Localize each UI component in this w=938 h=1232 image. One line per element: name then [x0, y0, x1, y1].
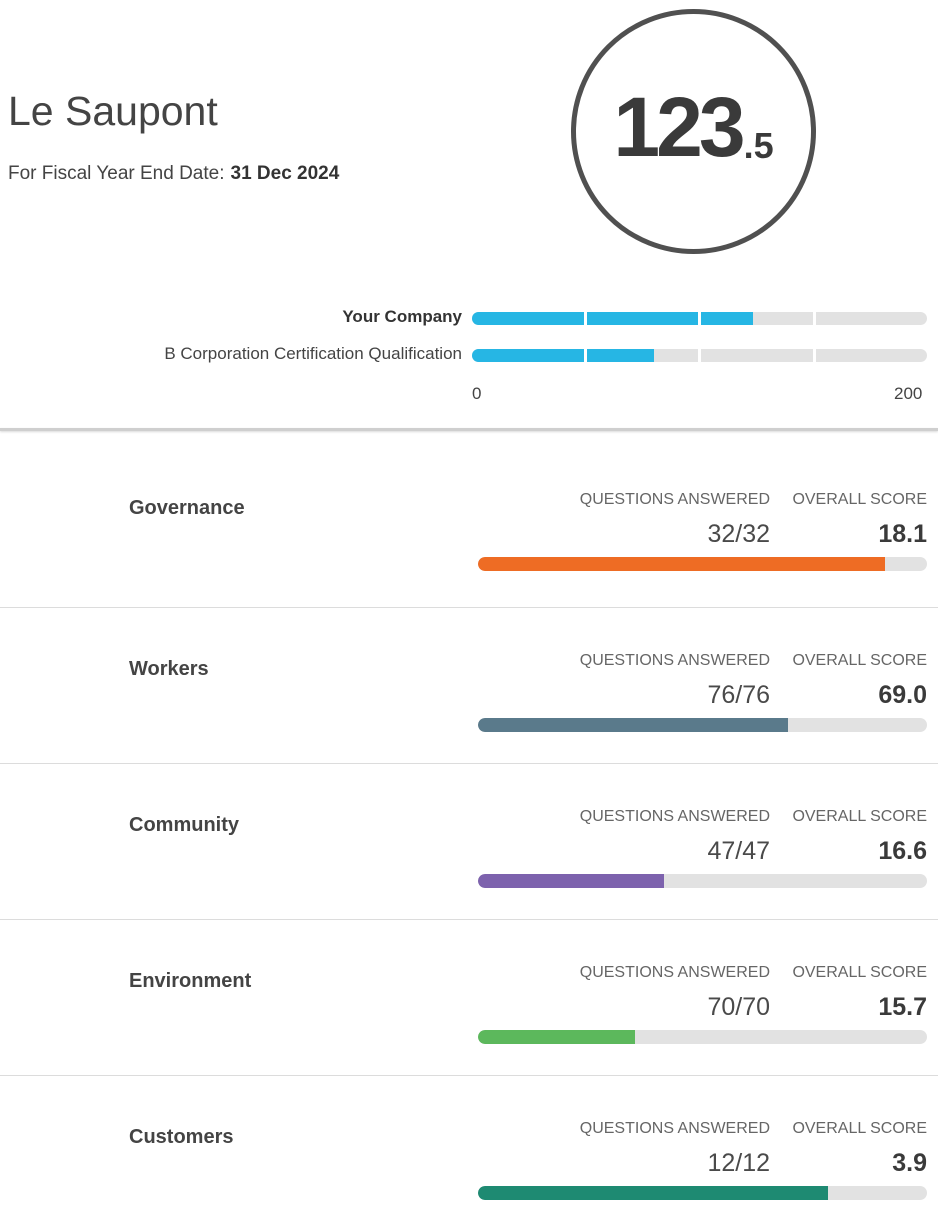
category-row-customers: Customers QUESTIONS ANSWERED OVERALL SCORE… — [0, 1075, 938, 1232]
company-name: Le Saupont — [8, 88, 218, 134]
category-row-governance: Governance QUESTIONS ANSWERED OVERALL SCOR… — [0, 447, 938, 603]
comparison-bar-divider — [584, 312, 587, 325]
comparison-row-company: Your Company — [0, 307, 938, 326]
overall-score-value: 3.9 — [892, 1149, 927, 1177]
questions-answered-value: 76/76 — [707, 681, 770, 709]
comparison-bar-divider — [698, 349, 701, 362]
comparison-bar-divider — [584, 349, 587, 362]
fiscal-year-label: For Fiscal Year End Date: — [8, 163, 225, 184]
overall-score-circle: 123.5 — [571, 9, 816, 254]
comparison-bar-divider — [813, 312, 816, 325]
overall-score-header: OVERALL SCORE — [792, 652, 927, 669]
fiscal-year-date: 31 Dec 2024 — [230, 163, 340, 184]
questions-answered-header: QUESTIONS ANSWERED — [579, 1120, 770, 1137]
overall-score-decimal: .5 — [743, 125, 774, 166]
comparison-row-certification: B Corporation Certification Qualificatio… — [0, 344, 938, 363]
axis-max-label: 200 — [894, 384, 923, 403]
category-name: Customers — [129, 1126, 234, 1148]
questions-answered-value: 70/70 — [707, 993, 770, 1021]
category-progress-bar — [478, 874, 927, 888]
category-row-environment: Environment QUESTIONS ANSWERED OVERALL SCO… — [0, 919, 938, 1076]
axis-min-label: 0 — [472, 384, 482, 403]
questions-answered-header: QUESTIONS ANSWERED — [579, 808, 770, 825]
questions-answered-header: QUESTIONS ANSWERED — [579, 652, 770, 669]
comparison-bar-fill — [472, 312, 753, 325]
category-progress-bar — [478, 718, 927, 732]
overall-score-value: 18.1 — [878, 520, 927, 548]
category-progress-fill — [478, 1030, 636, 1044]
comparison-label: B Corporation Certification Qualificatio… — [164, 344, 462, 363]
comparison-bar — [472, 312, 927, 325]
category-progress-fill — [478, 718, 788, 732]
category-row-workers: Workers QUESTIONS ANSWERED OVERALL SCORE 76… — [0, 607, 938, 764]
section-divider — [0, 428, 938, 431]
comparison-bar — [472, 349, 927, 362]
comparison-label: Your Company — [342, 307, 462, 326]
category-name: Community — [129, 814, 239, 836]
category-name: Environment — [129, 970, 252, 992]
category-progress-bar — [478, 557, 927, 571]
overall-score-header: OVERALL SCORE — [792, 964, 927, 981]
overall-score-value: 16.6 — [878, 837, 927, 865]
overall-score-header: OVERALL SCORE — [792, 1120, 927, 1137]
comparison-bar-divider — [698, 312, 701, 325]
comparison-bar-divider — [813, 349, 816, 362]
comparison-bar-fill — [472, 349, 654, 362]
category-progress-bar — [478, 1030, 927, 1044]
category-progress-bar — [478, 1186, 927, 1200]
category-name: Governance — [129, 497, 245, 519]
overall-score-header: OVERALL SCORE — [792, 808, 927, 825]
overall-score-value: 15.7 — [878, 993, 927, 1021]
category-progress-fill — [478, 874, 665, 888]
questions-answered-value: 32/32 — [707, 520, 770, 548]
questions-answered-value: 47/47 — [707, 837, 770, 865]
questions-answered-header: QUESTIONS ANSWERED — [579, 491, 770, 508]
category-progress-fill — [478, 1186, 829, 1200]
overall-score-header: OVERALL SCORE — [792, 491, 927, 508]
category-name: Workers — [129, 658, 209, 680]
category-row-community: Community QUESTIONS ANSWERED OVERALL SCORE… — [0, 763, 938, 920]
overall-score-value: 69.0 — [878, 681, 927, 709]
fiscal-year-line: For Fiscal Year End Date: 31 Dec 2024 — [8, 163, 339, 185]
overall-score-value: 123 — [613, 79, 745, 174]
questions-answered-header: QUESTIONS ANSWERED — [579, 964, 770, 981]
category-progress-fill — [478, 557, 886, 571]
questions-answered-value: 12/12 — [707, 1149, 770, 1177]
